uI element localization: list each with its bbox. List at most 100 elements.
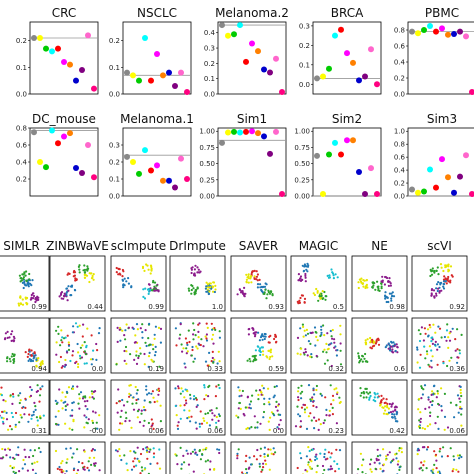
cell-point <box>85 274 89 277</box>
cell-point <box>313 393 316 396</box>
cell-point <box>136 416 139 419</box>
cell-point <box>436 348 439 351</box>
cell-point <box>18 421 21 424</box>
cell-point <box>359 452 362 455</box>
data-point <box>261 133 267 140</box>
cell-point <box>57 423 60 426</box>
cell-point <box>24 406 27 409</box>
cell-point <box>433 295 436 298</box>
cell-point <box>258 349 261 352</box>
cell-point <box>159 404 162 407</box>
data-point <box>43 164 49 171</box>
cell-point <box>254 426 257 429</box>
cell-point <box>29 394 33 397</box>
cell-point <box>304 348 307 351</box>
cell-point <box>141 331 144 334</box>
cell-point <box>66 299 69 302</box>
cell-point <box>460 413 463 416</box>
panel-frame <box>122 21 192 95</box>
cell-point <box>252 327 255 330</box>
embedding-cell: 0.03 <box>290 441 347 474</box>
cell-point <box>266 454 269 457</box>
cell-point <box>457 470 460 473</box>
cell-point <box>304 276 307 279</box>
cell-point <box>142 448 145 451</box>
cell-point <box>237 407 240 410</box>
cell-point <box>91 421 95 424</box>
cell-point <box>82 323 85 326</box>
cell-point <box>300 406 304 409</box>
cell-score: -0.0 <box>89 427 103 435</box>
cell-point <box>439 263 443 266</box>
data-point <box>160 177 166 184</box>
cell-point <box>364 387 367 390</box>
cell-point <box>357 286 360 290</box>
method-title: ZINBWaVE <box>46 239 109 253</box>
cell-point <box>253 415 256 418</box>
cell-point <box>299 279 303 282</box>
cell-point <box>38 366 41 369</box>
cell-point <box>319 334 322 338</box>
cell-point <box>435 396 438 399</box>
cell-point <box>181 390 184 393</box>
panel-melanoma-1: Melanoma.10.00.10.20.3 <box>109 112 194 201</box>
cell-point <box>205 333 208 336</box>
cell-point <box>240 290 243 293</box>
cell-point <box>335 448 338 451</box>
cell-point <box>176 424 179 427</box>
cell-point <box>364 286 367 290</box>
cell-point <box>238 389 241 392</box>
cell-point <box>269 334 272 337</box>
cell-point <box>15 453 18 456</box>
cell-point <box>131 402 134 405</box>
cell-point <box>245 468 248 471</box>
cell-point <box>151 289 154 292</box>
cell-point <box>331 271 334 274</box>
cell-point <box>90 463 93 466</box>
cell-point <box>332 277 335 280</box>
cell-point <box>55 402 58 405</box>
cell-point <box>299 392 302 395</box>
cell-point <box>174 387 177 390</box>
cell-point <box>250 274 253 277</box>
cell-point <box>362 458 365 461</box>
cell-point <box>128 384 131 387</box>
cell-point <box>83 350 86 353</box>
cell-point <box>83 362 86 365</box>
cell-point <box>303 411 307 414</box>
cell-point <box>26 469 29 472</box>
cell-point <box>63 365 66 368</box>
data-point <box>31 129 37 136</box>
cell-point <box>423 384 427 387</box>
cell-point <box>95 342 98 346</box>
cell-point <box>146 288 150 291</box>
cell-point <box>95 421 98 424</box>
cell-point <box>444 266 447 269</box>
cell-point <box>268 428 271 431</box>
cell-point <box>178 337 181 340</box>
y-tick-label: 0.2 <box>109 159 120 167</box>
cell-point <box>260 393 263 396</box>
cell-point <box>437 325 440 328</box>
cell-point <box>65 294 68 297</box>
cell-point <box>21 467 24 470</box>
cell-point <box>246 276 249 279</box>
cell-point <box>30 297 33 301</box>
cell-point <box>329 465 332 468</box>
cell-point <box>83 426 86 429</box>
cell-point <box>179 323 182 326</box>
cell-point <box>214 395 217 398</box>
cell-point <box>151 424 154 427</box>
cell-point <box>4 332 7 335</box>
cell-point <box>153 337 156 340</box>
cell-point <box>430 469 433 472</box>
cell-point <box>388 402 391 406</box>
embedding-cell: 0.36 <box>411 317 468 374</box>
cell-point <box>261 338 264 341</box>
cell-point <box>186 452 189 455</box>
cell-point <box>257 331 260 334</box>
cell-point <box>125 417 128 420</box>
y-tick-label: 0.00 <box>199 193 215 201</box>
cell-point <box>42 414 45 417</box>
